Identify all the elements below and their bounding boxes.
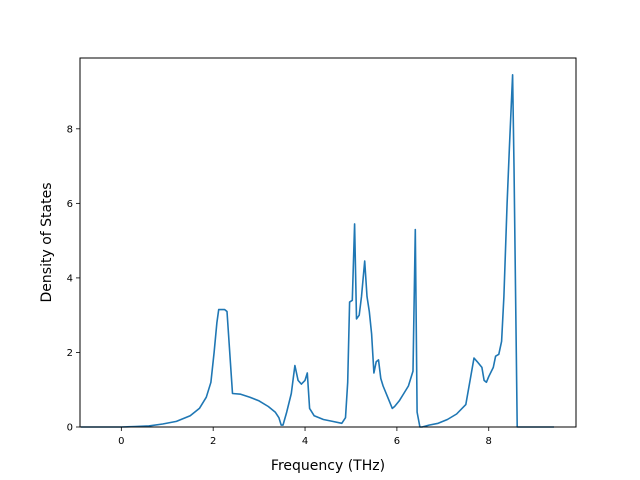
y-tick-label: 8: [67, 124, 73, 135]
series-line-0: [80, 74, 554, 428]
y-ticks: 0 2 4 6 8: [67, 124, 80, 434]
x-tick-label: 4: [302, 436, 308, 447]
x-tick-label: 0: [118, 436, 124, 447]
axes-frame: [79, 57, 577, 428]
x-tick-label: 6: [394, 436, 400, 447]
x-axis-title: Frequency (THz): [271, 458, 385, 474]
y-tick-label: 4: [67, 273, 73, 284]
y-axis-title: Density of States: [39, 183, 55, 303]
x-ticks: 0 2 4 6 8: [118, 427, 492, 447]
y-tick-label: 0: [67, 423, 73, 434]
series-layer: [80, 74, 554, 428]
y-tick-label: 2: [67, 348, 73, 359]
x-tick-label: 2: [210, 436, 216, 447]
x-tick-label: 8: [486, 436, 492, 447]
y-tick-label: 6: [67, 199, 73, 210]
plot-area: [80, 58, 576, 427]
